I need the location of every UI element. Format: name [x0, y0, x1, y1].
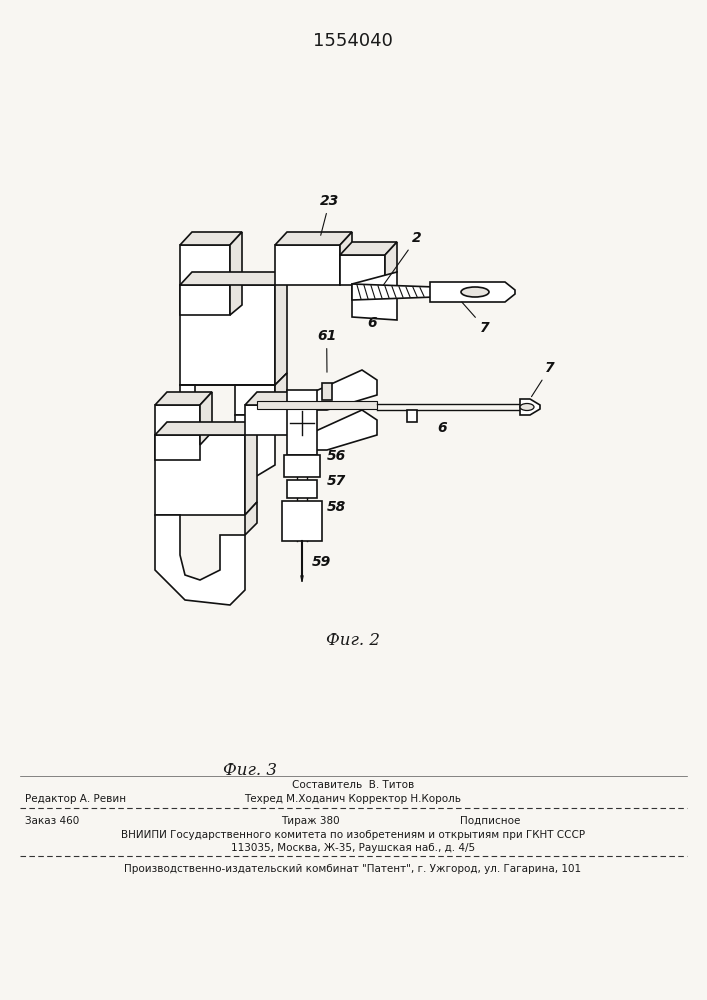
Text: Редактор А. Ревин: Редактор А. Ревин	[25, 794, 126, 804]
Text: ВНИИПИ Государственного комитета по изобретениям и открытиям при ГКНТ СССР: ВНИИПИ Государственного комитета по изоб…	[121, 830, 585, 840]
Ellipse shape	[461, 287, 489, 297]
Text: 7: 7	[462, 302, 490, 335]
Polygon shape	[230, 232, 242, 315]
Polygon shape	[180, 285, 230, 315]
Polygon shape	[180, 245, 230, 285]
Text: Составитель  В. Титов: Составитель В. Титов	[292, 780, 414, 790]
Text: Фиг. 3: Фиг. 3	[223, 762, 277, 779]
Polygon shape	[282, 501, 322, 541]
Text: 58: 58	[327, 500, 346, 514]
Polygon shape	[155, 435, 200, 460]
Text: 23: 23	[320, 194, 339, 235]
Text: Фиг. 2: Фиг. 2	[326, 632, 380, 649]
Text: 6: 6	[367, 316, 377, 330]
Polygon shape	[307, 370, 377, 410]
Text: 61: 61	[317, 329, 337, 372]
Polygon shape	[284, 455, 320, 477]
Text: 57: 57	[327, 474, 346, 488]
Polygon shape	[155, 515, 245, 605]
Text: Техред М.Ходанич Корректор Н.Король: Техред М.Ходанич Корректор Н.Король	[245, 794, 462, 804]
Polygon shape	[340, 255, 385, 285]
Polygon shape	[275, 272, 287, 385]
Polygon shape	[275, 373, 287, 415]
Polygon shape	[245, 422, 257, 515]
Polygon shape	[287, 480, 317, 498]
Text: Производственно-издательский комбинат "Патент", г. Ужгород, ул. Гагарина, 101: Производственно-издательский комбинат "П…	[124, 864, 582, 874]
Polygon shape	[287, 390, 317, 455]
Polygon shape	[520, 399, 540, 415]
Polygon shape	[322, 383, 332, 400]
Text: 2: 2	[384, 231, 421, 285]
Polygon shape	[180, 232, 242, 245]
Text: 113035, Москва, Ж-35, Раушская наб., д. 4/5: 113035, Москва, Ж-35, Раушская наб., д. …	[231, 843, 475, 853]
Polygon shape	[245, 405, 295, 435]
Polygon shape	[275, 232, 352, 245]
Polygon shape	[180, 272, 287, 285]
Text: 1554040: 1554040	[313, 32, 393, 50]
Polygon shape	[385, 242, 397, 285]
Polygon shape	[275, 245, 340, 285]
Polygon shape	[155, 435, 245, 515]
Text: 6: 6	[437, 421, 447, 435]
Polygon shape	[307, 410, 377, 450]
Text: Подписное: Подписное	[460, 816, 520, 826]
Polygon shape	[180, 285, 275, 385]
Polygon shape	[352, 272, 397, 320]
Polygon shape	[352, 284, 435, 300]
Ellipse shape	[520, 403, 534, 410]
Polygon shape	[340, 232, 352, 285]
Polygon shape	[407, 410, 417, 422]
Text: 59: 59	[312, 555, 332, 569]
Text: 56: 56	[327, 449, 346, 463]
Polygon shape	[340, 242, 397, 255]
Polygon shape	[295, 392, 307, 435]
Polygon shape	[245, 392, 307, 405]
Polygon shape	[180, 385, 275, 480]
Text: Заказ 460: Заказ 460	[25, 816, 79, 826]
Polygon shape	[245, 502, 257, 535]
Text: 7: 7	[532, 361, 554, 397]
Polygon shape	[430, 282, 515, 302]
Polygon shape	[235, 385, 275, 415]
Polygon shape	[200, 392, 212, 445]
Polygon shape	[155, 405, 200, 435]
Text: Тираж 380: Тираж 380	[281, 816, 339, 826]
Polygon shape	[257, 401, 377, 409]
Polygon shape	[155, 422, 257, 435]
Polygon shape	[155, 392, 212, 405]
